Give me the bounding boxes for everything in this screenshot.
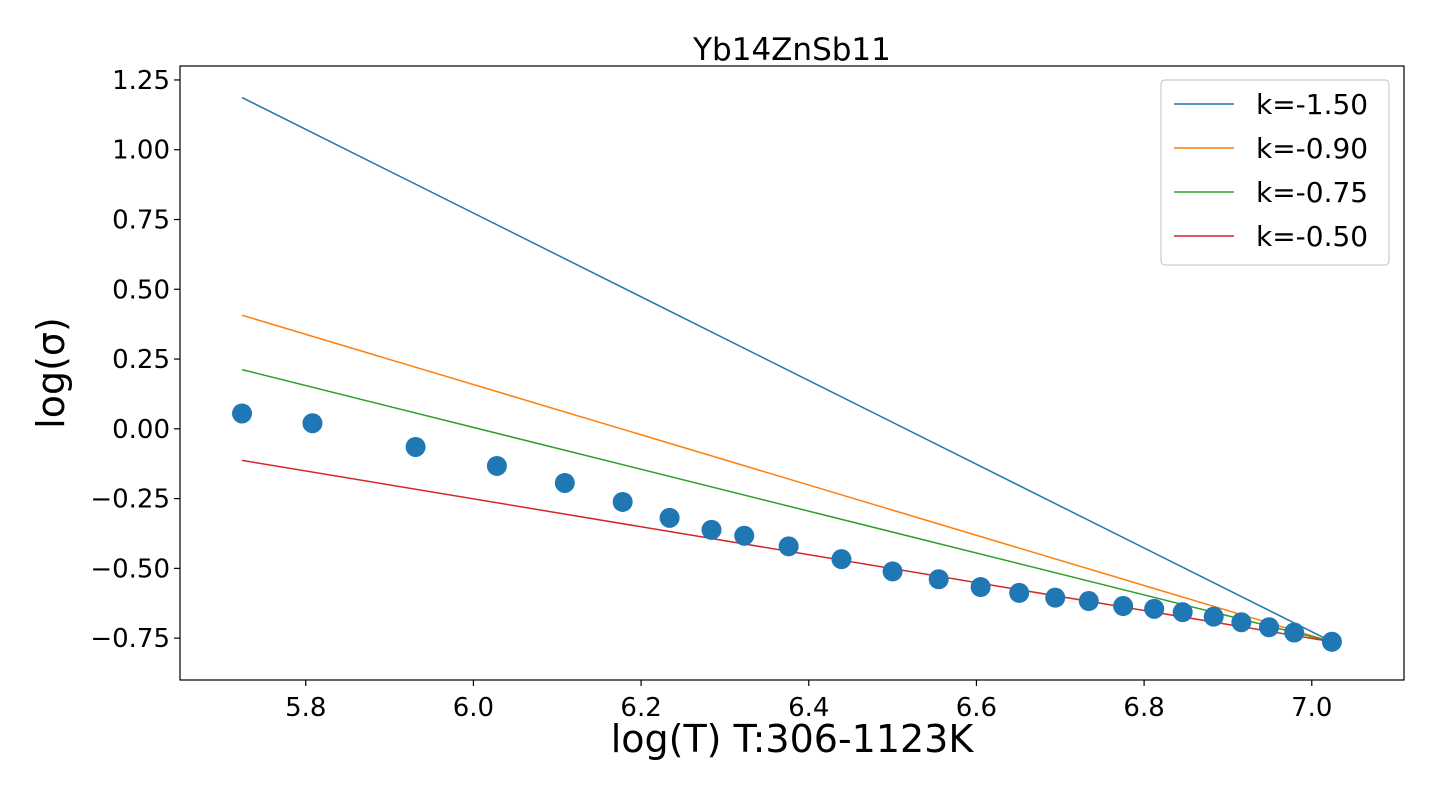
y-tick-label: 1.25: [112, 66, 170, 96]
y-axis-label: log(σ): [29, 317, 73, 429]
series-line-2: [241, 314, 1333, 643]
y-tick-label: 0.75: [112, 206, 170, 236]
y-axis-ticks: −0.75 −0.50 −0.25 0.00 0.25 0.50 0.75 1.00 1.25: [90, 66, 180, 654]
legend-label-3: k=-0.75: [1256, 176, 1368, 209]
y-tick-label: 0.50: [112, 275, 170, 305]
series-line-1: [241, 96, 1333, 643]
x-tick-label: 6.6: [956, 693, 997, 723]
y-tick-label: 0.00: [112, 415, 170, 445]
data-point: [701, 519, 722, 540]
series-line-3: [241, 368, 1333, 643]
data-point: [1231, 612, 1252, 633]
data-point: [405, 436, 426, 457]
data-point: [612, 491, 633, 512]
data-point: [882, 561, 903, 582]
x-tick-label: 6.4: [788, 693, 829, 723]
data-point: [928, 569, 949, 590]
data-point: [734, 525, 755, 546]
data-point: [659, 507, 680, 528]
data-point: [778, 536, 799, 557]
legend-label-4: k=-0.50: [1256, 220, 1368, 253]
data-point: [1045, 587, 1066, 608]
chart-title: Yb14ZnSb11: [692, 32, 891, 68]
data-point: [1144, 598, 1165, 619]
data-point: [1172, 602, 1193, 623]
x-axis-ticks: 5.8 6.0 6.2 6.4 6.6 6.8 7.0: [285, 680, 1332, 723]
x-tick-label: 5.8: [285, 693, 326, 723]
y-tick-label: 1.00: [112, 136, 170, 166]
legend-label-2: k=-0.90: [1256, 132, 1368, 165]
y-tick-label: 0.25: [112, 345, 170, 375]
plot-points: [232, 403, 1342, 652]
data-point: [486, 455, 507, 476]
data-point: [1203, 606, 1224, 627]
legend-box: [1160, 79, 1390, 266]
data-point: [1321, 631, 1342, 652]
x-tick-label: 6.8: [1123, 693, 1164, 723]
legend: k=-1.50 k=-0.90 k=-0.75 k=-0.50: [1160, 79, 1390, 266]
data-point: [831, 549, 852, 570]
y-tick-label: −0.25: [90, 485, 170, 515]
y-tick-label: −0.75: [90, 624, 170, 654]
data-point: [1259, 617, 1280, 638]
x-tick-label: 7.0: [1291, 693, 1332, 723]
data-point: [232, 403, 253, 424]
data-point: [970, 577, 991, 598]
x-tick-label: 6.2: [620, 693, 661, 723]
data-point: [1284, 622, 1305, 643]
legend-label-1: k=-1.50: [1256, 88, 1368, 121]
data-point: [1078, 591, 1099, 612]
data-point: [302, 413, 323, 434]
data-point: [1113, 596, 1134, 617]
x-axis-label: log(T) T:306-1123K: [611, 717, 975, 761]
x-tick-label: 6.0: [453, 693, 494, 723]
data-point: [554, 472, 575, 493]
data-point: [1009, 582, 1030, 603]
y-tick-label: −0.50: [90, 554, 170, 584]
plot-frame: [179, 65, 1405, 681]
